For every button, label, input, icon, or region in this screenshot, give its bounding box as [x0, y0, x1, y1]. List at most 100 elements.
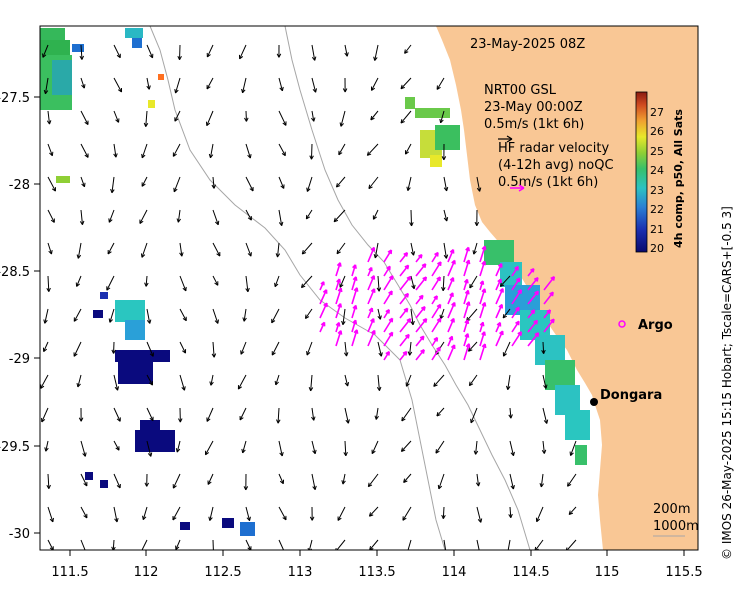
velocity-arrowhead: [499, 282, 505, 287]
velocity-arrowhead: [376, 287, 382, 292]
velocity-arrow: [339, 275, 346, 288]
velocity-arrow: [495, 330, 504, 347]
velocity-arrow: [383, 275, 394, 291]
velocity-arrow: [447, 318, 455, 333]
velocity-arrowhead: [214, 281, 219, 286]
velocity-arrow: [463, 319, 469, 333]
velocity-arrowhead: [371, 449, 376, 455]
velocity-arrow: [80, 143, 89, 158]
velocity-arrow: [310, 374, 313, 391]
velocity-arrow: [407, 176, 412, 191]
velocity-arrowhead: [337, 287, 343, 293]
velocity-arrow: [543, 291, 554, 305]
velocity-arrow: [212, 176, 215, 189]
velocity-arrow: [40, 374, 49, 389]
velocity-arrowhead: [149, 416, 154, 422]
velocity-arrowhead: [481, 343, 487, 349]
velocity-arrow: [146, 374, 153, 386]
colorbar-tick-label: 24: [650, 164, 664, 177]
colorbar: [635, 91, 648, 253]
velocity-arrow: [443, 242, 447, 259]
velocity-arrowhead: [320, 281, 325, 286]
velocity-arrow: [106, 275, 115, 291]
x-tick-label: 113.5: [358, 565, 395, 580]
velocity-arrowhead: [146, 319, 152, 324]
velocity-arrow: [305, 308, 313, 319]
velocity-arrow: [443, 176, 448, 191]
velocity-arrowhead: [301, 250, 307, 255]
velocity-arrowhead: [439, 118, 444, 124]
velocity-arrowhead: [179, 252, 184, 257]
velocity-arrow: [371, 77, 379, 91]
velocity-arrow: [319, 321, 326, 333]
velocity-arrow: [47, 176, 56, 192]
velocity-arrowhead: [46, 287, 51, 292]
velocity-arrowhead: [448, 335, 454, 341]
velocity-arrowhead: [352, 304, 358, 310]
velocity-arrow: [145, 275, 148, 287]
velocity-arrow: [146, 308, 151, 324]
y-tick-label: -29.5: [0, 440, 30, 455]
velocity-arrow: [403, 473, 412, 483]
velocity-arrow: [401, 440, 412, 452]
velocity-arrow: [535, 539, 544, 550]
velocity-arrowhead: [337, 303, 343, 308]
velocity-arrowhead: [403, 307, 409, 313]
velocity-arrowhead: [114, 386, 120, 391]
velocity-arrowhead: [336, 262, 342, 267]
velocity-arrowhead: [481, 288, 487, 293]
velocity-arrowhead: [239, 415, 244, 421]
velocity-arrowhead: [214, 220, 220, 226]
velocity-arrowhead: [496, 321, 502, 327]
velocity-arrowhead: [470, 418, 475, 424]
velocity-arrowhead: [543, 419, 549, 424]
velocity-arrowhead: [240, 350, 245, 355]
velocity-arrowhead: [205, 121, 211, 127]
model-legend-line2: 23-May 00:00Z: [484, 100, 583, 115]
velocity-arrow: [107, 242, 115, 255]
velocity-arrowhead: [517, 289, 523, 294]
velocity-arrowhead: [403, 251, 409, 257]
radar-legend-line3: 0.5m/s (1kt 6h): [498, 175, 598, 190]
velocity-arrowhead: [147, 452, 153, 457]
velocity-arrowhead: [406, 550, 409, 554]
velocity-arrow: [245, 242, 252, 257]
velocity-arrow: [399, 307, 409, 319]
x-axis: 111.5 112 112.5 113 113.5 114 114.5 115 …: [51, 550, 703, 580]
velocity-arrowhead: [481, 331, 486, 336]
velocity-arrowhead: [352, 264, 357, 269]
velocity-arrowhead: [539, 482, 544, 488]
velocity-arrow: [47, 275, 50, 292]
velocity-arrow: [447, 344, 456, 361]
velocity-arrow: [399, 276, 412, 291]
velocity-arrowhead: [208, 153, 214, 159]
velocity-arrow: [351, 287, 358, 305]
velocity-arrowhead: [42, 53, 47, 58]
velocity-arrow: [335, 278, 341, 291]
velocity-arrowhead: [567, 482, 572, 487]
velocity-arrow: [80, 110, 89, 125]
velocity-arrow: [311, 440, 316, 454]
velocity-arrow: [245, 506, 251, 521]
velocity-arrow: [319, 289, 328, 305]
y-tick-label: -28: [9, 178, 30, 193]
velocity-arrowhead: [181, 386, 186, 391]
velocity-arrow: [410, 242, 415, 256]
velocity-arrow: [377, 341, 382, 357]
velocity-arrowhead: [517, 331, 523, 336]
argo-marker: [618, 320, 626, 328]
velocity-arrowhead: [402, 516, 407, 521]
velocity-arrow: [335, 287, 342, 305]
velocity-arrowhead: [406, 186, 411, 191]
velocity-arrow: [479, 331, 486, 347]
velocity-arrow: [212, 341, 215, 358]
velocity-arrowhead: [472, 250, 477, 255]
velocity-arrow: [374, 44, 379, 61]
velocity-arrowhead: [276, 419, 281, 424]
velocity-arrowhead: [435, 449, 440, 454]
velocity-arrowhead: [49, 517, 54, 523]
velocity-arrow: [447, 302, 456, 319]
velocity-arrowhead: [44, 447, 49, 452]
velocity-arrowhead: [249, 186, 254, 192]
velocity-arrow: [372, 209, 379, 220]
